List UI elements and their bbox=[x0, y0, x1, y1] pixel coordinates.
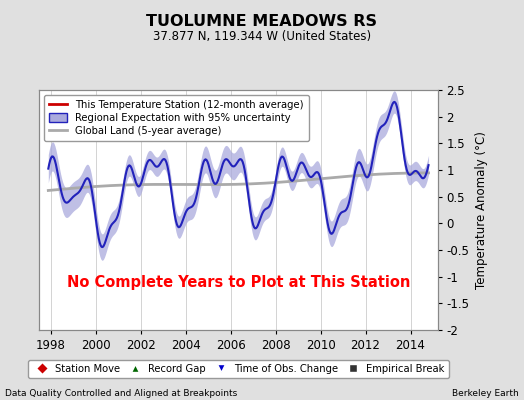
Text: Berkeley Earth: Berkeley Earth bbox=[452, 389, 519, 398]
Text: 37.877 N, 119.344 W (United States): 37.877 N, 119.344 W (United States) bbox=[153, 30, 371, 43]
Text: Data Quality Controlled and Aligned at Breakpoints: Data Quality Controlled and Aligned at B… bbox=[5, 389, 237, 398]
Text: TUOLUMNE MEADOWS RS: TUOLUMNE MEADOWS RS bbox=[147, 14, 377, 29]
Text: No Complete Years to Plot at This Station: No Complete Years to Plot at This Statio… bbox=[67, 274, 410, 290]
Legend: Station Move, Record Gap, Time of Obs. Change, Empirical Break: Station Move, Record Gap, Time of Obs. C… bbox=[28, 360, 449, 378]
Y-axis label: Temperature Anomaly (°C): Temperature Anomaly (°C) bbox=[475, 131, 488, 289]
